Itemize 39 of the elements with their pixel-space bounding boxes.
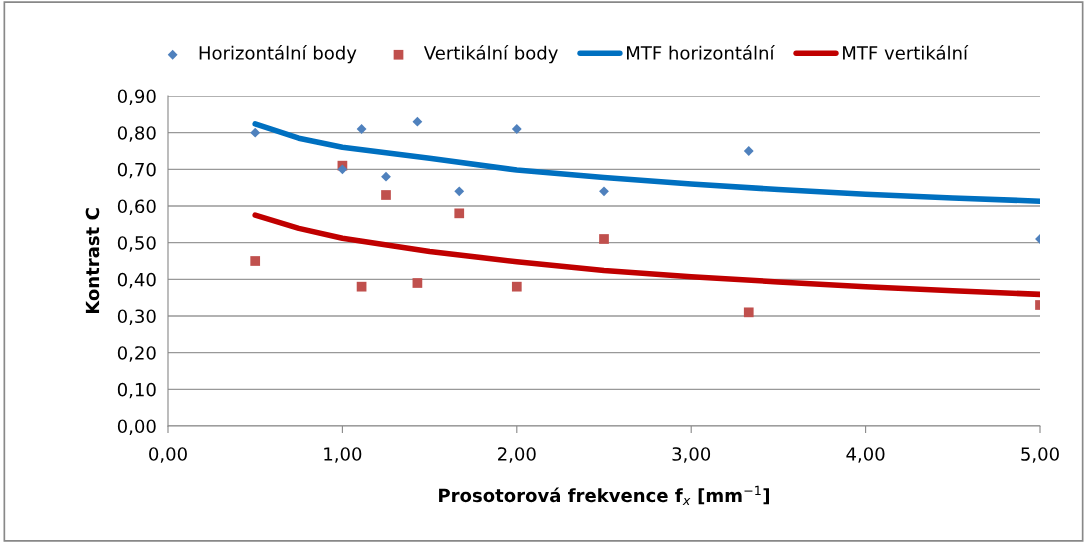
y-tick-label: 0,20 (117, 346, 156, 362)
x-tick-label: 2,00 (498, 447, 536, 463)
point (599, 234, 609, 244)
y-tick-label: 0,70 (117, 162, 156, 179)
point (381, 190, 391, 200)
point (743, 146, 754, 156)
point (511, 124, 522, 134)
point (250, 127, 261, 138)
x-tick-label: 3,00 (672, 447, 711, 463)
y-tick-label: 0,50 (117, 236, 156, 252)
y-tick-label: 0,10 (117, 382, 156, 399)
point (454, 186, 465, 197)
point (356, 281, 367, 292)
y-tick-label: 0,40 (117, 272, 156, 289)
x-axis-title: Prosotorová frekvence f$_{x}$ [mm$^{−1}$] (439, 485, 769, 505)
legend-label: MTF vertikální (843, 45, 969, 60)
y-axis-title: Kontrast C (85, 208, 100, 314)
x-tick-label: 1,00 (324, 447, 362, 463)
point (337, 164, 348, 175)
y-tick-label: 0,30 (117, 309, 156, 325)
point (250, 256, 261, 266)
point (412, 116, 423, 127)
legend-label: MTF horizontální (627, 45, 775, 60)
y-tick-label: 0,00 (117, 419, 156, 435)
point (356, 124, 367, 134)
point (454, 208, 465, 219)
legend-label: Vertikální body (423, 45, 558, 64)
y-tick-label: 0,60 (117, 199, 156, 215)
x-tick-label: 4,00 (846, 447, 885, 463)
point (743, 307, 754, 318)
legend-label: Horizontální body (199, 45, 357, 64)
point (412, 278, 423, 288)
point (599, 186, 609, 197)
x-tick-label: 0,00 (149, 447, 187, 463)
y-tick-label: 0,80 (117, 126, 156, 142)
point (511, 281, 522, 292)
point (381, 171, 391, 182)
x-tick-label: 5,00 (1021, 447, 1059, 463)
y-tick-label: 0,90 (117, 89, 156, 105)
